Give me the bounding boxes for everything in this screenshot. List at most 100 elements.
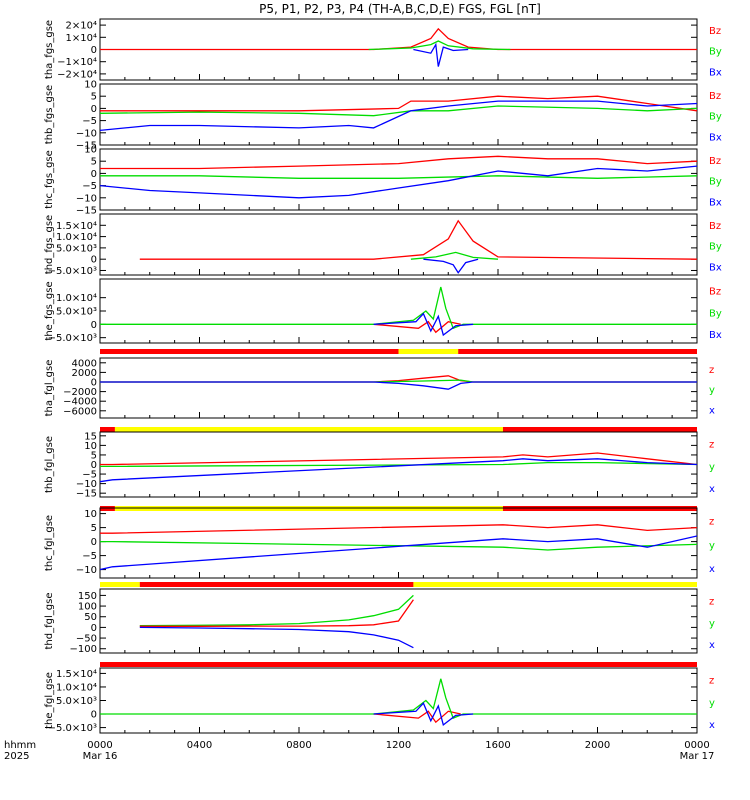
legend-entry: x	[709, 564, 715, 575]
y-tick-label: 5	[91, 450, 97, 461]
legend-entry: x	[709, 640, 715, 651]
y-axis-label: tha_fgl_gse	[44, 360, 55, 417]
y-tick-label: 1×10⁴	[66, 33, 97, 44]
y-tick-label: 150	[78, 591, 97, 602]
legend-entry: By	[709, 308, 722, 319]
series-line-By	[410, 251, 499, 260]
y-tick-label: −15	[76, 206, 97, 217]
y-axis-label: thd_fgs_gse	[44, 215, 55, 274]
y-tick-label: 1.5×10⁴	[56, 221, 97, 232]
x-tick-date: Mar 17	[680, 751, 715, 762]
status-bar-segment-0	[100, 662, 697, 667]
y-tick-label: 0	[91, 104, 97, 115]
x-tick-label: 0000	[684, 740, 709, 751]
series-line-z	[139, 599, 414, 627]
series-line-x	[100, 381, 697, 390]
y-tick-label: 1.0×10⁴	[56, 232, 97, 243]
series-group	[100, 678, 697, 727]
series-line-y	[100, 540, 697, 551]
y-tick-label: −5	[82, 181, 97, 192]
series-line-y	[139, 594, 414, 627]
y-axis-label: thb_fgl_gse	[44, 436, 55, 493]
legend-entry: Bx	[709, 330, 722, 341]
legend-entry: y	[709, 462, 715, 473]
series-line-Bx	[413, 42, 469, 67]
y-tick-label: −5.0×10³	[48, 723, 97, 734]
legend-entry: z	[709, 517, 714, 528]
y-axis-label: thb_fgs_gse	[44, 85, 55, 144]
legend-entry: z	[709, 676, 714, 687]
x-tick-label: 1200	[386, 740, 411, 751]
series-group	[100, 375, 697, 390]
panel-thd_fgs_gse: 1.5×10⁴1.0×10⁴5.0×10³0−5.0×10³thd_fgs_gs…	[44, 213, 722, 277]
y-tick-label: −50	[76, 634, 97, 645]
y-tick-label: 5.0×10³	[56, 243, 97, 254]
legend-entry: Bz	[709, 287, 721, 298]
y-tick-label: −15	[76, 141, 97, 152]
y-tick-label: 0	[91, 537, 97, 548]
x-tick-label: 2000	[585, 740, 610, 751]
y-tick-label: 10	[84, 80, 97, 91]
series-group	[100, 286, 697, 337]
y-tick-label: −1×10⁴	[57, 57, 97, 68]
y-tick-label: 0	[91, 710, 97, 721]
series-line-y	[100, 461, 697, 468]
x-tick-label: 0800	[286, 740, 311, 751]
legend-entry: By	[709, 242, 722, 253]
y-tick-label: 0	[91, 378, 97, 389]
y-tick-label: 2000	[72, 368, 97, 379]
series-line-x	[100, 458, 697, 483]
series-line-y	[100, 678, 697, 719]
y-tick-label: 0	[91, 169, 97, 180]
x-tick-label: 0000	[87, 740, 112, 751]
y-tick-label: 5	[91, 523, 97, 534]
legend-entry: Bx	[709, 197, 722, 208]
y-axis-label: thc_fgs_gse	[44, 150, 55, 209]
series-line-x	[100, 535, 697, 571]
y-tick-label: −5	[82, 470, 97, 481]
legend-entry: By	[709, 177, 722, 188]
legend-entry: z	[709, 365, 714, 376]
series-group	[139, 594, 414, 649]
series-line-Bz	[100, 27, 697, 51]
series-line-By	[368, 40, 511, 51]
y-axis-label: tha_fgs_gse	[44, 20, 55, 79]
x-tick-label: 0400	[187, 740, 212, 751]
series-line-x	[139, 626, 414, 649]
y-tick-label: 5.0×10³	[56, 696, 97, 707]
panel-frame	[99, 667, 698, 734]
legend-entry: z	[709, 440, 714, 451]
y-tick-label: −5	[82, 116, 97, 127]
y-tick-label: −4000	[63, 397, 97, 408]
x-tick-label: 1600	[485, 740, 510, 751]
status-bar-segment-2	[413, 582, 697, 587]
legend-entry: Bz	[709, 221, 721, 232]
legend-entry: x	[709, 720, 715, 731]
y-tick-label: −2×10⁴	[57, 69, 97, 80]
series-group	[100, 27, 697, 67]
y-tick-label: 1.0×10⁴	[56, 682, 97, 693]
y-tick-label: 4000	[72, 358, 97, 369]
y-tick-label: −10	[76, 565, 97, 576]
x-axis-row-label-time: hhmm	[4, 740, 36, 751]
panel-thc_fgl_gse: 10 5 0 −5 −10 thc_fgl_gse z y x	[44, 506, 715, 579]
series-line-z	[100, 524, 697, 534]
legend-entry: Bx	[709, 262, 722, 273]
legend-entry: Bz	[709, 26, 721, 37]
legend-entry: y	[709, 385, 715, 396]
y-tick-label: 0	[91, 623, 97, 634]
y-tick-label: 0	[91, 320, 97, 331]
legend-entry: z	[709, 597, 714, 608]
legend-entry: Bx	[709, 132, 722, 143]
y-tick-label: −10	[76, 128, 97, 139]
series-line-z	[100, 452, 697, 466]
x-axis-row-label-year: 2025	[4, 751, 29, 762]
series-group	[100, 95, 697, 132]
panel-the_fgl_gse: 1.5×10⁴ 1.0×10⁴ 5.0×10³ 0 −5.0×10³the_fgl_gs…	[44, 662, 715, 734]
